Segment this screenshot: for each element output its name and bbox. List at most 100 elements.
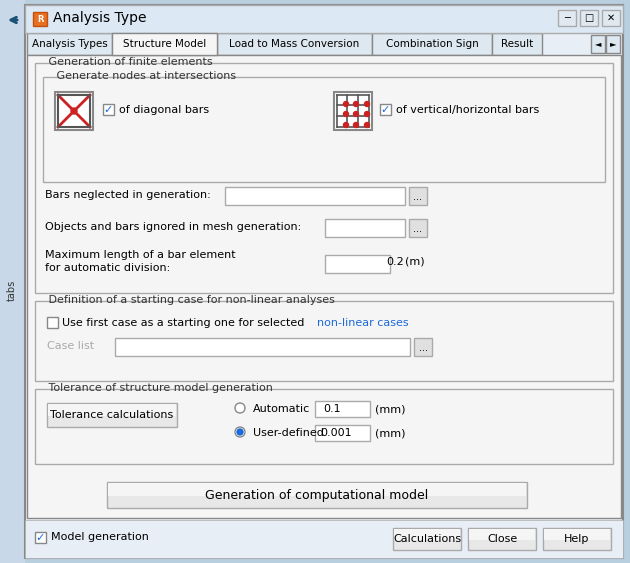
Circle shape <box>343 101 348 106</box>
Text: non-linear cases: non-linear cases <box>317 318 409 328</box>
Text: for automatic division:: for automatic division: <box>45 263 170 273</box>
Bar <box>468 528 536 550</box>
Bar <box>48 404 176 416</box>
Text: Automatic: Automatic <box>253 404 310 414</box>
Bar <box>43 77 605 182</box>
Bar <box>55 92 93 130</box>
Text: Generation of finite elements: Generation of finite elements <box>45 57 216 67</box>
Text: Maximum length of a bar element: Maximum length of a bar element <box>45 250 236 260</box>
Bar <box>27 55 621 518</box>
Circle shape <box>365 101 370 106</box>
Text: ◄: ◄ <box>595 39 601 48</box>
Bar <box>35 63 613 293</box>
Text: Objects and bars ignored in mesh generation:: Objects and bars ignored in mesh generat… <box>45 222 301 232</box>
Bar <box>47 403 177 427</box>
Text: Result: Result <box>501 39 533 49</box>
Bar <box>380 104 391 115</box>
Bar <box>35 301 613 381</box>
Circle shape <box>365 123 370 127</box>
Bar <box>606 35 620 53</box>
Text: 0.1: 0.1 <box>323 404 341 414</box>
Text: of diagonal bars: of diagonal bars <box>119 105 209 115</box>
Circle shape <box>353 111 358 117</box>
Text: ✕: ✕ <box>607 13 615 23</box>
Circle shape <box>237 429 243 435</box>
Text: tabs: tabs <box>7 279 17 301</box>
Text: Load to Mass Conversion: Load to Mass Conversion <box>229 39 360 49</box>
Text: 0.001: 0.001 <box>320 428 352 438</box>
Text: ...: ... <box>413 192 423 202</box>
Circle shape <box>235 427 245 437</box>
Bar <box>25 520 623 558</box>
Text: ─: ─ <box>564 13 570 23</box>
Bar <box>103 104 114 115</box>
Text: Generation of computational model: Generation of computational model <box>205 489 428 502</box>
Bar <box>35 389 613 464</box>
Bar <box>580 10 598 26</box>
Bar <box>325 219 405 237</box>
Text: (m): (m) <box>405 257 425 267</box>
Text: of vertical/horizontal bars: of vertical/horizontal bars <box>396 105 539 115</box>
Text: Analysis Type: Analysis Type <box>53 11 147 25</box>
Bar <box>558 10 576 26</box>
Text: Help: Help <box>564 534 590 544</box>
Bar <box>115 338 410 356</box>
Bar <box>27 33 112 55</box>
Bar <box>47 317 58 328</box>
Text: □: □ <box>585 13 593 23</box>
Bar <box>35 532 46 543</box>
Bar <box>315 425 370 441</box>
Bar <box>602 10 620 26</box>
Bar <box>112 33 217 55</box>
Bar <box>492 33 542 55</box>
Text: Calculations: Calculations <box>393 534 461 544</box>
Text: User-defined: User-defined <box>253 428 324 438</box>
Bar <box>0 0 25 563</box>
Bar <box>543 528 611 550</box>
Text: Analysis Types: Analysis Types <box>32 39 107 49</box>
Bar <box>544 529 610 540</box>
Text: ►: ► <box>610 39 616 48</box>
Circle shape <box>365 111 370 117</box>
Text: Tolerance calculations: Tolerance calculations <box>50 410 174 420</box>
Circle shape <box>71 108 77 114</box>
Text: ...: ... <box>413 224 423 234</box>
Bar <box>394 529 460 540</box>
Circle shape <box>235 403 245 413</box>
Circle shape <box>353 123 358 127</box>
Text: Use first case as a starting one for selected: Use first case as a starting one for sel… <box>62 318 308 328</box>
Circle shape <box>343 123 348 127</box>
Bar <box>25 5 623 33</box>
Bar <box>409 187 427 205</box>
Bar <box>393 528 461 550</box>
Text: Combination Sign: Combination Sign <box>386 39 478 49</box>
Bar <box>33 12 47 26</box>
Bar <box>591 35 605 53</box>
Bar <box>325 255 390 273</box>
Text: Bars neglected in generation:: Bars neglected in generation: <box>45 190 211 200</box>
Bar <box>217 33 372 55</box>
Text: ✓: ✓ <box>104 105 113 114</box>
Text: Generate nodes at intersections: Generate nodes at intersections <box>53 71 239 81</box>
Circle shape <box>343 111 348 117</box>
Text: Case list: Case list <box>47 341 94 351</box>
Text: ✓: ✓ <box>36 533 45 543</box>
Bar <box>108 483 526 496</box>
Bar <box>409 219 427 237</box>
Bar <box>315 401 370 417</box>
Circle shape <box>353 101 358 106</box>
Text: ✓: ✓ <box>381 105 390 114</box>
Text: Close: Close <box>487 534 517 544</box>
Text: (mm): (mm) <box>375 428 406 438</box>
Bar <box>414 338 432 356</box>
Text: Structure Model: Structure Model <box>123 39 206 49</box>
Text: R: R <box>37 15 43 24</box>
Bar <box>225 187 405 205</box>
Text: Tolerance of structure model generation: Tolerance of structure model generation <box>45 383 277 393</box>
Bar <box>372 33 492 55</box>
Text: (mm): (mm) <box>375 404 406 414</box>
Text: 0.2: 0.2 <box>386 257 404 267</box>
Text: Definition of a starting case for non-linear analyses: Definition of a starting case for non-li… <box>45 295 338 305</box>
Bar <box>107 482 527 508</box>
Bar <box>469 529 535 540</box>
